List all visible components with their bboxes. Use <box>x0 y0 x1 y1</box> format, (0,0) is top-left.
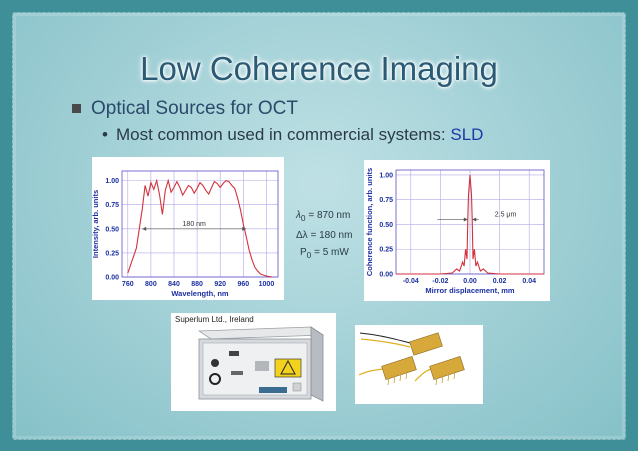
plot-frame <box>121 170 279 278</box>
slide-title: Low Coherence Imaging <box>140 50 498 87</box>
spectrum-chart-svg: 760 800 840 880 920 960 1000 0.00 0.25 0.50 0.75 1.… <box>91 170 279 298</box>
x-axis-label: Mirror displacement, mm <box>425 286 515 295</box>
x-axis-label: Wavelength, nm <box>171 289 229 298</box>
y-tick-label: 0.75 <box>379 197 393 204</box>
spec-power: P0 = 5 mW <box>296 244 352 264</box>
x-tick-label: 1000 <box>259 281 275 288</box>
fwhm-annotation: 2.5 μm <box>495 212 517 219</box>
x-tick-label: 0.00 <box>463 278 477 285</box>
bullet-optical-sources: Optical Sources for OCT <box>72 98 298 120</box>
plot-frame <box>395 169 545 275</box>
coherence-chart-svg: -0.04 -0.02 0.00 0.02 0.04 0.00 0.25 0.50 0.75 1.… <box>365 168 545 295</box>
x-tick-label: 960 <box>237 281 249 288</box>
x-tick-label: 0.04 <box>522 278 536 285</box>
lambda-value: = 870 nm <box>305 210 351 221</box>
power-symbol: P <box>300 247 307 258</box>
y-tick-label: 0.00 <box>105 275 119 282</box>
modules-illustration <box>358 332 465 386</box>
x-tick-label: 840 <box>168 281 180 288</box>
x-tick-label: 760 <box>122 281 134 288</box>
dot-bullet-icon: • <box>102 125 108 144</box>
x-tick-label: 0.02 <box>493 278 507 285</box>
sld-modules-photo <box>355 325 483 404</box>
photo-credit: Superlum Ltd., Ireland <box>175 315 254 324</box>
bullet-commercial-systems: • Most common used in commercial systems:… <box>102 125 483 145</box>
y-tick-label: 0.50 <box>379 222 393 229</box>
y-tick-label: 0.25 <box>379 247 393 254</box>
instrument-illustration <box>197 326 325 402</box>
x-tick-label: -0.02 <box>432 278 448 285</box>
y-axis-label: Coherence function, arb. units <box>365 168 374 276</box>
x-tick-label: 880 <box>191 281 203 288</box>
y-tick-label: 0.25 <box>105 250 119 257</box>
bullet2-highlight: SLD <box>450 125 484 144</box>
source-specs: λ0 = 870 nm Δλ = 180 nm P0 = 5 mW <box>296 207 352 264</box>
fwhm-arrow-head-left <box>463 217 468 222</box>
spectrum-chart: 760 800 840 880 920 960 1000 0.00 0.25 0.50 0.75 1.… <box>91 157 284 300</box>
bullet1-text: Optical Sources for OCT <box>91 98 298 119</box>
bandwidth-arrow-head-left <box>142 226 147 231</box>
fwhm-arrow-head-right <box>472 217 477 222</box>
y-tick-label: 0.75 <box>105 202 119 209</box>
spec-bandwidth: Δλ = 180 nm <box>296 230 353 241</box>
x-tick-label: 800 <box>145 281 157 288</box>
x-tick-label: -0.04 <box>403 278 419 285</box>
bandwidth-arrow-head-right <box>242 226 247 231</box>
data-series-line <box>396 174 544 275</box>
spec-center-wavelength: λ0 = 870 nm <box>296 207 352 227</box>
lambda-symbol: λ <box>296 210 301 221</box>
lambda-subscript: 0 <box>300 213 306 223</box>
square-bullet-icon <box>72 104 81 114</box>
bandwidth-annotation: 180 nm <box>183 221 207 228</box>
power-subscript: 0 <box>306 250 312 260</box>
y-tick-label: 0.50 <box>105 226 119 233</box>
sld-instrument-photo: Superlum Ltd., Ireland <box>171 313 336 411</box>
y-tick-label: 1.00 <box>379 172 393 179</box>
y-tick-label: 0.00 <box>379 272 393 279</box>
coherence-chart: -0.04 -0.02 0.00 0.02 0.04 0.00 0.25 0.50 0.75 1.… <box>364 160 550 301</box>
power-value: = 5 mW <box>311 247 349 258</box>
data-series-line <box>127 178 273 278</box>
bullet2-text: Most common used in commercial systems: <box>115 125 451 144</box>
x-tick-label: 920 <box>214 281 226 288</box>
y-tick-label: 1.00 <box>105 178 119 185</box>
y-axis-label: Intensity, arb. units <box>92 190 100 258</box>
